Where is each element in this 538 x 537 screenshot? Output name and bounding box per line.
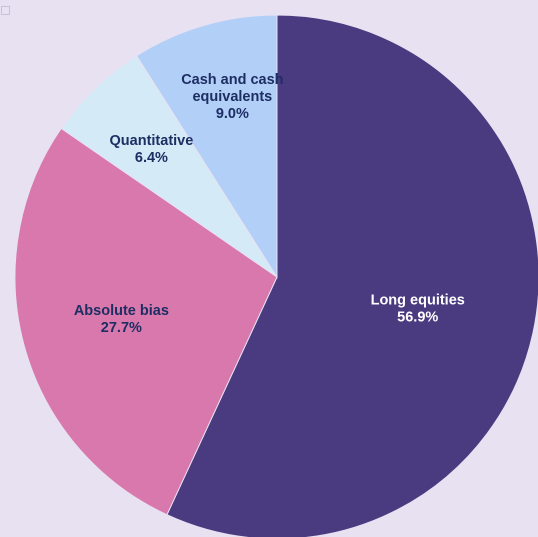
slice-value-cash-and-cash-equivalents: 9.0% bbox=[216, 106, 249, 122]
pie-slices bbox=[14, 14, 538, 537]
slice-value-absolute-bias: 27.7% bbox=[101, 320, 142, 336]
corner-checkbox bbox=[1, 6, 10, 15]
pie-slice-cash-and-cash-equivalents bbox=[135, 14, 278, 279]
slice-name-long-equities: Long equities bbox=[371, 292, 465, 308]
pie-labels: Long equities 56.9% Absolute bias 27.7% Quan… bbox=[74, 72, 465, 336]
slice-name-cash-and-cash-equivalents: Cash and cash bbox=[181, 72, 283, 88]
slice-label-long-equities: Long equities 56.9% bbox=[371, 292, 465, 325]
pie-slice-absolute-bias bbox=[14, 127, 278, 516]
slice-value-long-equities: 56.9% bbox=[397, 309, 438, 325]
slice-name-cash-and-cash-equivalents: equivalents bbox=[192, 89, 272, 105]
pie-slice-long-equities bbox=[166, 14, 538, 537]
slice-name-absolute-bias: Absolute bias bbox=[74, 303, 169, 319]
slice-label-cash-and-cash-equivalents: Cash and cash equivalents 9.0% bbox=[181, 72, 283, 122]
slice-label-quantitative: Quantitative 6.4% bbox=[110, 133, 194, 166]
slice-name-quantitative: Quantitative bbox=[110, 133, 194, 149]
slice-label-absolute-bias: Absolute bias 27.7% bbox=[74, 303, 169, 336]
slice-value-quantitative: 6.4% bbox=[135, 150, 168, 166]
